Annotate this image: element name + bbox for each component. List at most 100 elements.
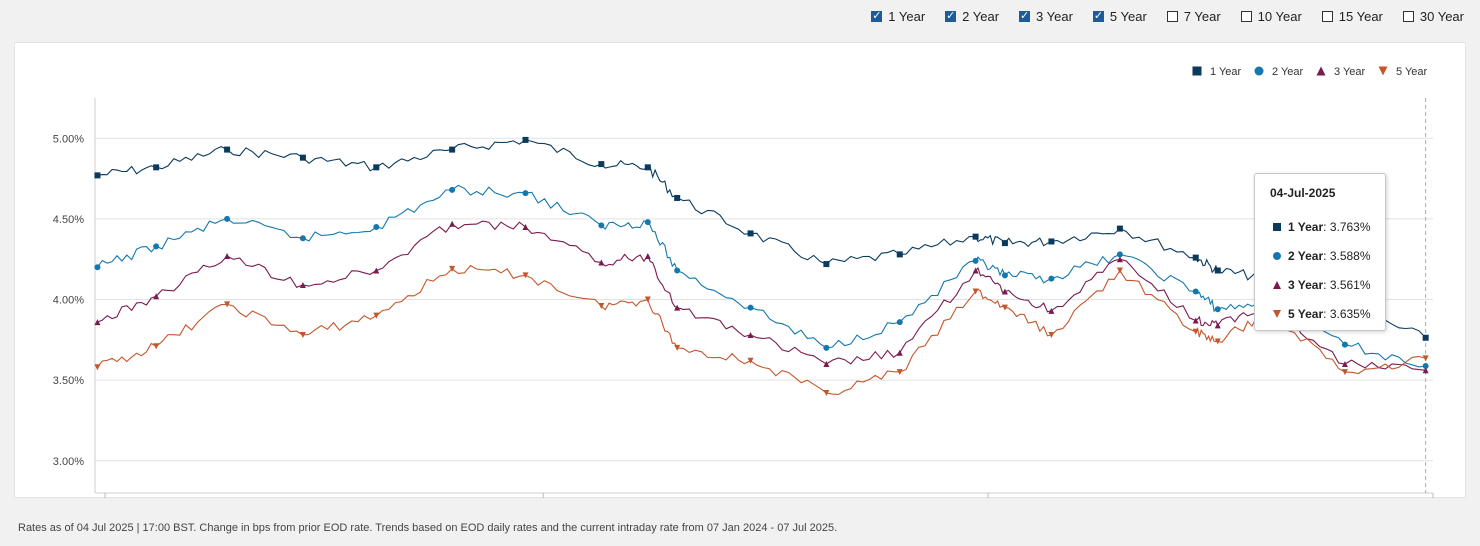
data-point[interactable] [1192, 254, 1199, 261]
checkbox-unchecked-icon[interactable] [1166, 10, 1178, 22]
data-point[interactable] [644, 219, 651, 226]
data-point[interactable] [1214, 267, 1221, 274]
data-point[interactable] [1048, 307, 1055, 314]
data-point[interactable] [896, 349, 903, 356]
checkbox-checked-icon[interactable]: ✓ [1092, 9, 1104, 22]
data-point[interactable] [224, 301, 231, 308]
data-point[interactable] [674, 267, 681, 274]
data-point[interactable] [1048, 275, 1055, 282]
data-point[interactable] [674, 304, 681, 311]
data-point[interactable] [1001, 288, 1008, 295]
data-point[interactable] [896, 319, 903, 326]
data-point[interactable] [1214, 306, 1221, 313]
checkbox-unchecked-icon[interactable] [1402, 10, 1414, 22]
data-point[interactable] [94, 264, 101, 271]
data-point[interactable] [896, 251, 903, 258]
series-line-1-year[interactable] [97, 139, 1427, 339]
toggle-15-year[interactable]: 15 Year [1321, 9, 1383, 24]
data-point[interactable] [674, 194, 681, 201]
data-point[interactable] [153, 293, 160, 300]
data-point[interactable] [598, 302, 605, 309]
data-point[interactable] [747, 357, 754, 364]
data-point[interactable] [1422, 355, 1429, 362]
checkbox-unchecked-icon[interactable] [1240, 10, 1252, 22]
data-point[interactable] [1116, 225, 1123, 232]
data-point[interactable] [598, 161, 605, 168]
data-point[interactable] [823, 344, 830, 351]
data-point[interactable] [373, 267, 380, 274]
data-point[interactable] [972, 288, 979, 295]
data-point[interactable] [598, 259, 605, 266]
data-point[interactable] [153, 164, 160, 171]
data-point[interactable] [972, 257, 979, 264]
series-line-5-year[interactable] [96, 264, 1426, 396]
data-point[interactable] [449, 220, 456, 227]
data-point[interactable] [1192, 328, 1199, 335]
data-point[interactable] [299, 282, 306, 289]
legend-label[interactable]: 5 Year [1396, 66, 1428, 78]
data-point[interactable] [1001, 304, 1008, 311]
data-point[interactable] [299, 332, 306, 338]
series-line-2-year[interactable] [96, 184, 1426, 368]
toggle-2-year[interactable]: ✓ 2 Year [945, 9, 999, 24]
data-point[interactable] [1422, 334, 1429, 341]
data-point[interactable] [224, 215, 231, 222]
data-point[interactable] [1341, 341, 1348, 348]
data-point[interactable] [1422, 367, 1429, 374]
data-point[interactable] [522, 272, 529, 279]
data-point[interactable] [373, 164, 380, 171]
data-point[interactable] [823, 390, 830, 397]
data-point[interactable] [94, 319, 101, 326]
data-point[interactable] [522, 223, 529, 230]
data-point[interactable] [1048, 332, 1055, 338]
data-point[interactable] [94, 172, 101, 179]
data-point[interactable] [972, 233, 979, 240]
legend-label[interactable]: 3 Year [1334, 66, 1366, 78]
toggle-10-year[interactable]: 10 Year [1240, 9, 1302, 24]
checkbox-checked-icon[interactable]: ✓ [871, 9, 883, 22]
data-point[interactable] [153, 343, 160, 350]
series-line-3-year[interactable] [97, 220, 1426, 371]
toggle-1-year[interactable]: ✓ 1 Year [871, 9, 925, 24]
data-point[interactable] [153, 243, 160, 250]
data-point[interactable] [522, 190, 529, 197]
data-point[interactable] [598, 222, 605, 229]
data-point[interactable] [1214, 338, 1221, 345]
data-point[interactable] [1001, 240, 1008, 247]
data-point[interactable] [522, 136, 529, 143]
toggle-30-year[interactable]: 30 Year [1402, 9, 1464, 24]
data-point[interactable] [644, 296, 651, 303]
data-point[interactable] [299, 235, 306, 242]
data-point[interactable] [747, 304, 754, 311]
data-point[interactable] [1048, 238, 1055, 245]
data-point[interactable] [1001, 272, 1008, 279]
data-point[interactable] [1341, 361, 1348, 368]
data-point[interactable] [1116, 251, 1123, 258]
checkbox-unchecked-icon[interactable] [1321, 10, 1333, 22]
data-point[interactable] [373, 312, 380, 319]
data-point[interactable] [449, 146, 456, 153]
data-point[interactable] [449, 265, 456, 272]
toggle-5-year[interactable]: ✓ 5 Year [1092, 9, 1147, 24]
legend-label[interactable]: 2 Year [1272, 66, 1304, 78]
data-point[interactable] [1422, 362, 1429, 369]
data-point[interactable] [896, 369, 903, 376]
data-point[interactable] [1341, 369, 1348, 376]
data-point[interactable] [373, 223, 380, 230]
data-point[interactable] [224, 146, 231, 153]
data-point[interactable] [674, 344, 681, 351]
legend-label[interactable]: 1 Year [1210, 66, 1242, 78]
data-point[interactable] [224, 253, 231, 259]
data-point[interactable] [94, 364, 101, 371]
checkbox-checked-icon[interactable]: ✓ [945, 9, 957, 22]
checkbox-checked-icon[interactable]: ✓ [1019, 9, 1031, 22]
data-point[interactable] [747, 332, 754, 338]
data-point[interactable] [1214, 322, 1221, 329]
data-point[interactable] [1192, 317, 1199, 324]
data-point[interactable] [644, 164, 651, 171]
toggle-3-year[interactable]: ✓ 3 Year [1019, 9, 1073, 24]
data-point[interactable] [299, 154, 306, 161]
data-point[interactable] [1192, 288, 1199, 295]
data-point[interactable] [747, 230, 754, 237]
data-point[interactable] [823, 261, 830, 268]
